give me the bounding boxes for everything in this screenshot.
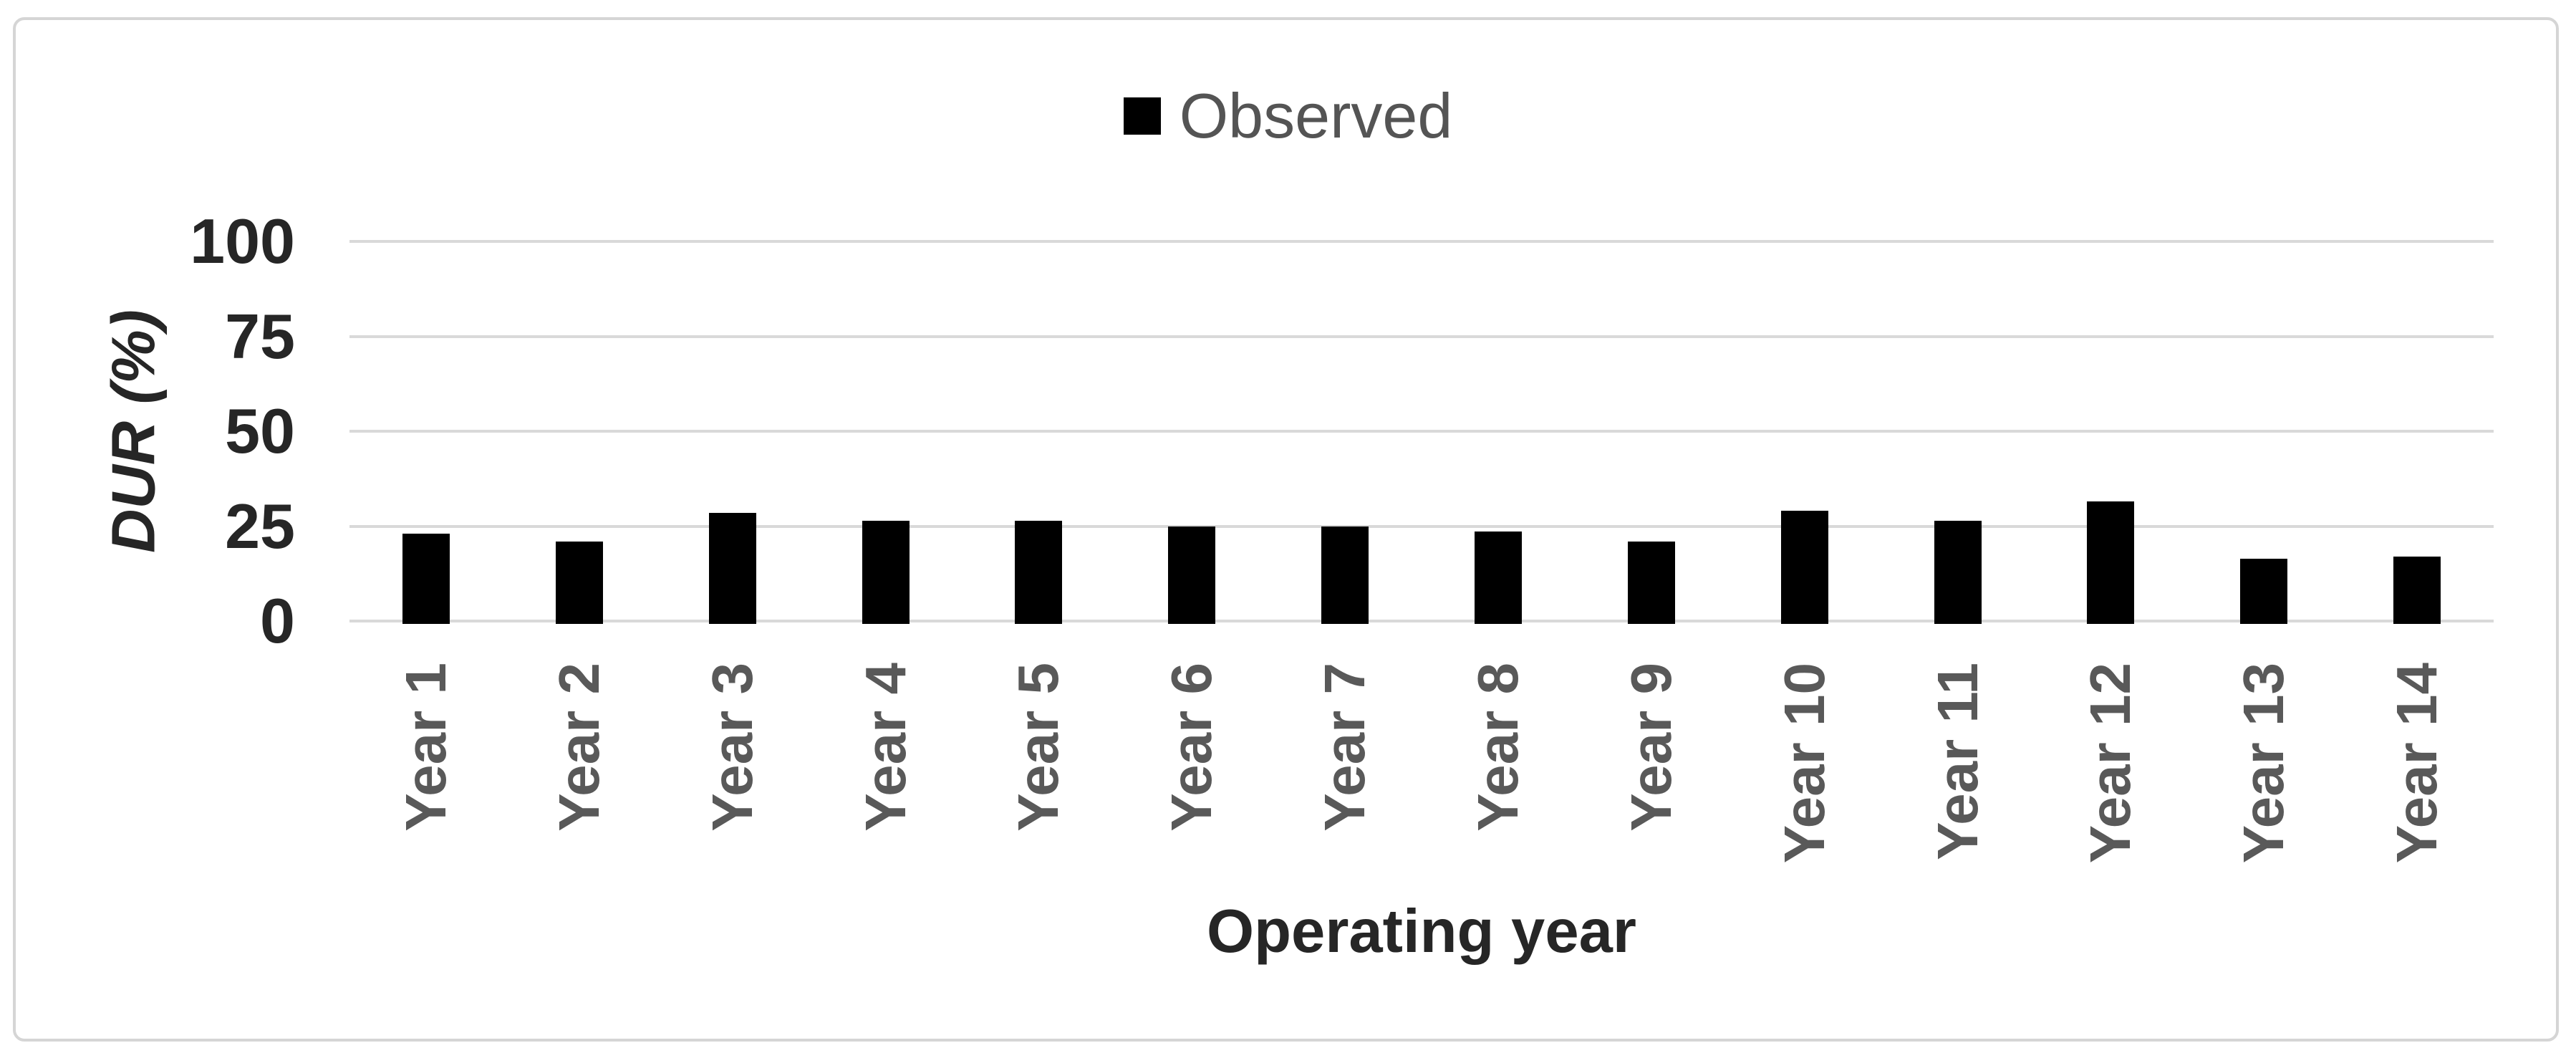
bar-year-8 — [1474, 532, 1522, 624]
x-tick-label: Year 1 — [393, 663, 458, 832]
x-tick-label: Year 10 — [1772, 663, 1836, 864]
y-tick-label: 75 — [225, 300, 295, 372]
x-tick-label: Year 13 — [2232, 663, 2296, 864]
x-axis-title: Operating year — [1207, 898, 1636, 966]
bar-year-3 — [708, 512, 756, 624]
bar-year-5 — [1015, 520, 1063, 624]
bar-year-12 — [2087, 501, 2135, 624]
y-tick-label: 25 — [225, 490, 295, 562]
gridline-y-0 — [349, 620, 2494, 622]
x-tick-label: Year 2 — [546, 663, 611, 832]
y-tick-label: 50 — [225, 395, 295, 466]
x-tick-label: Year 9 — [1619, 663, 1683, 832]
gridline-y-50 — [349, 430, 2494, 433]
bar-year-1 — [402, 534, 450, 624]
bar-year-6 — [1168, 526, 1216, 624]
y-tick-label: 0 — [260, 585, 295, 656]
bar-year-4 — [862, 520, 910, 624]
legend: Observed — [0, 85, 2576, 148]
x-tick-label: Year 4 — [853, 663, 917, 832]
bar-year-9 — [1627, 541, 1675, 624]
gridline-y-25 — [349, 524, 2494, 528]
x-tick-label: Year 7 — [1313, 663, 1377, 832]
y-tick-label: 100 — [190, 206, 295, 276]
bar-year-11 — [1934, 520, 1982, 624]
x-tick-label: Year 14 — [2385, 663, 2449, 864]
bar-year-13 — [2240, 558, 2288, 624]
bar-year-7 — [1321, 526, 1369, 624]
bar-year-10 — [1780, 511, 1828, 624]
legend-label: Observed — [1179, 80, 1453, 151]
bar-year-2 — [555, 541, 603, 624]
gridline-y-100 — [349, 240, 2494, 243]
x-tick-label: Year 3 — [700, 663, 764, 832]
bar-year-14 — [2393, 556, 2441, 624]
legend-square-marker-icon — [1123, 97, 1161, 135]
gridline-y-75 — [349, 335, 2494, 338]
x-tick-label: Year 8 — [1465, 663, 1530, 832]
x-tick-label: Year 6 — [1159, 663, 1224, 832]
x-tick-label: Year 12 — [2078, 663, 2143, 864]
x-tick-label: Year 11 — [1925, 663, 1989, 860]
x-tick-label: Year 5 — [1006, 663, 1071, 832]
